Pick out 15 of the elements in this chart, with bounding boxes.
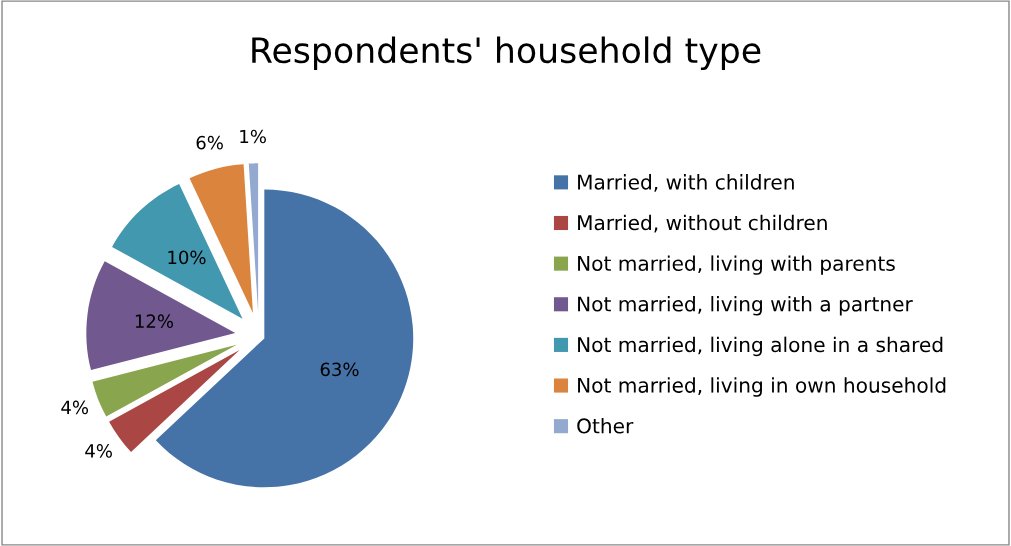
legend-label: Not married, living in own household	[578, 377, 946, 397]
data-label: 1%	[240, 129, 266, 144]
data-label: 12%	[135, 314, 174, 329]
legend-label: Not married, living alone in a shared	[578, 336, 943, 357]
legend-label: Married, without children	[578, 214, 827, 233]
data-label: 6%	[196, 135, 223, 150]
legend-label: Not married, living with parents	[578, 255, 895, 275]
legend-label: Not married, living with a partner	[578, 296, 913, 316]
chart-title: Respondents' household type	[252, 36, 761, 71]
data-label: 4%	[85, 444, 112, 458]
data-label: 10%	[168, 250, 206, 265]
data-label: 4%	[61, 400, 89, 415]
legend-label: Other	[577, 417, 634, 434]
legend-label: Married, with children	[578, 174, 794, 192]
data-label: 63%	[320, 362, 359, 377]
